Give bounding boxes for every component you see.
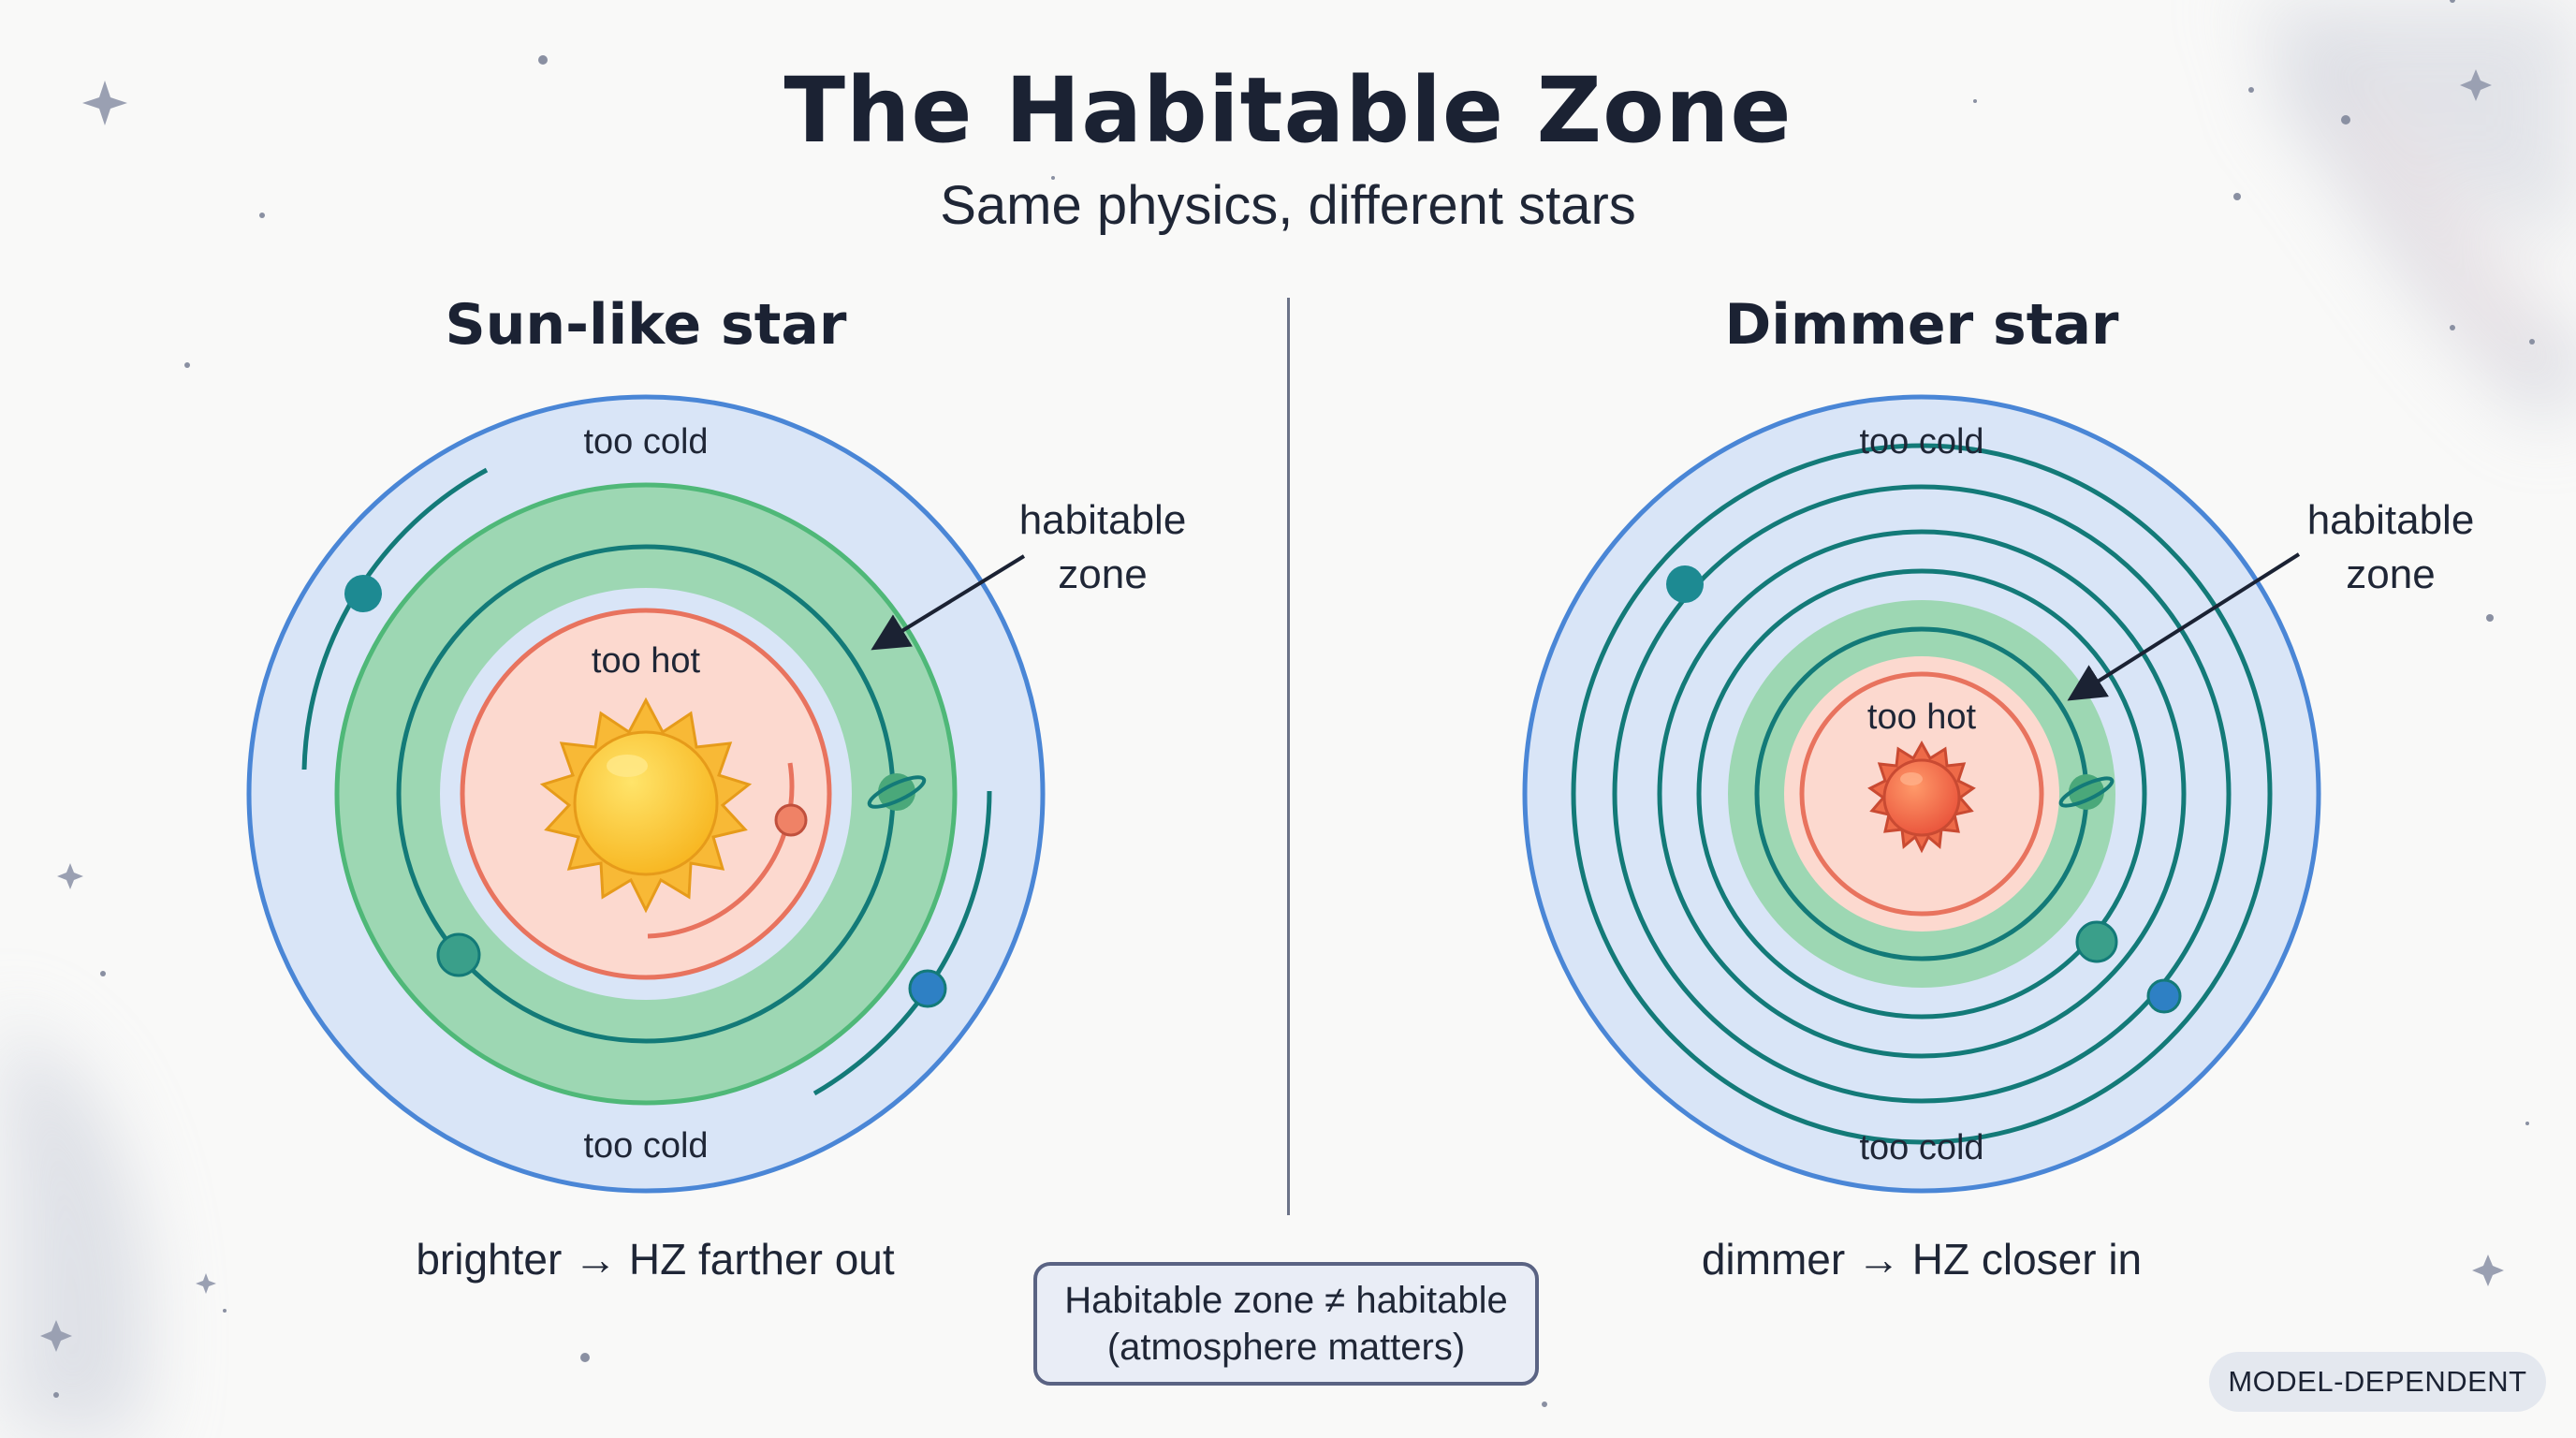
ringed-planet-icon bbox=[867, 773, 927, 811]
orbit-hot bbox=[647, 762, 795, 939]
earth-planet-icon bbox=[436, 932, 481, 977]
sun-icon bbox=[539, 697, 753, 914]
panel-divider bbox=[1287, 298, 1290, 1215]
orbit-outer-right bbox=[812, 790, 992, 1096]
panel-title-sun-like: Sun-like star bbox=[445, 292, 847, 358]
ice-planet-icon bbox=[2146, 978, 2182, 1014]
sparkle-icons bbox=[40, 69, 2504, 1352]
orbits bbox=[1571, 443, 2273, 1145]
diagram-dimmer: too cold too cold too hot habitable zone bbox=[1522, 394, 2475, 1194]
label-too-cold-top: too cold bbox=[583, 422, 708, 462]
callout-habitable: habitable bbox=[1019, 497, 1187, 543]
page-title: The Habitable Zone bbox=[783, 58, 1793, 163]
panel-title-dimmer: Dimmer star bbox=[1724, 292, 2119, 358]
callout-arrow bbox=[2067, 552, 2301, 701]
caption-sun-like: brighter → HZ farther out bbox=[416, 1235, 895, 1284]
star-dots bbox=[53, 0, 2535, 1407]
callout-zone: zone bbox=[2346, 551, 2435, 597]
gas-planet-icon bbox=[344, 575, 382, 612]
callout-habitable: habitable bbox=[2307, 497, 2475, 543]
hot-planet-icon bbox=[774, 803, 808, 837]
ice-planet-icon bbox=[908, 969, 947, 1008]
label-too-hot: too hot bbox=[592, 641, 701, 681]
page-subtitle: Same physics, different stars bbox=[940, 175, 1636, 236]
earth-planet-icon bbox=[2075, 920, 2118, 963]
callout-zone: zone bbox=[1058, 551, 1147, 597]
note-line-2: (atmosphere matters) bbox=[1106, 1327, 1466, 1368]
hot-boundary bbox=[1799, 671, 2044, 917]
label-too-cold-bottom: too cold bbox=[1859, 1128, 1983, 1167]
diagram-sun-like: too cold too cold too hot habitable zone bbox=[246, 394, 1187, 1194]
model-dependent-badge: MODEL-DEPENDENT bbox=[2209, 1352, 2546, 1412]
ringed-planet-icon bbox=[2058, 774, 2115, 810]
red-dwarf-star-icon bbox=[1867, 740, 1976, 854]
caption-dimmer: dimmer → HZ closer in bbox=[1701, 1235, 2143, 1284]
note-box: Habitable zone ≠ habitable (atmosphere m… bbox=[1033, 1262, 1539, 1386]
label-too-cold-top: too cold bbox=[1859, 422, 1983, 462]
label-too-cold-bottom: too cold bbox=[583, 1126, 708, 1166]
note-line-1: Habitable zone ≠ habitable bbox=[1064, 1280, 1508, 1321]
label-too-hot: too hot bbox=[1867, 697, 1977, 737]
gas-planet-icon bbox=[1666, 565, 1704, 603]
callout-arrow bbox=[871, 554, 1026, 651]
